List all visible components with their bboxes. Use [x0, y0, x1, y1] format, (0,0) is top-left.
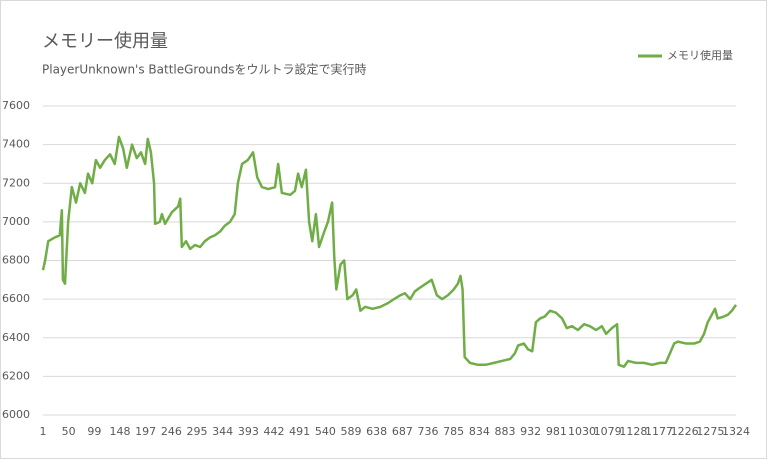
x-tick-label: 442 [264, 425, 285, 438]
x-tick-label: 1226 [671, 425, 699, 438]
x-tick-label: 1030 [568, 425, 596, 438]
x-tick-label: 540 [315, 425, 336, 438]
x-tick-label: 1079 [594, 425, 622, 438]
x-tick-label: 736 [418, 425, 439, 438]
x-tick-label: 1128 [619, 425, 647, 438]
y-tick-label: 7600 [2, 99, 30, 112]
x-tick-label: 393 [238, 425, 259, 438]
x-tick-label: 148 [110, 425, 131, 438]
x-tick-label: 687 [392, 425, 413, 438]
x-tick-label: 638 [366, 425, 387, 438]
x-tick-label: 344 [212, 425, 233, 438]
data-line [41, 135, 738, 368]
chart-subtitle: PlayerUnknown's BattleGroundsをウルトラ設定で実行時 [42, 62, 367, 77]
x-tick-label: 197 [135, 425, 156, 438]
legend-label: メモリ使用量 [667, 49, 733, 62]
y-tick-label: 7200 [2, 176, 30, 189]
x-tick-label: 785 [443, 425, 464, 438]
x-tick-label: 295 [187, 425, 208, 438]
y-tick-label: 7400 [2, 138, 30, 151]
x-tick-label: 50 [62, 425, 76, 438]
x-tick-label: 883 [495, 425, 516, 438]
x-tick-label: 1275 [696, 425, 724, 438]
x-tick-label: 981 [546, 425, 567, 438]
y-tick-label: 6800 [2, 254, 30, 267]
x-tick-label: 1324 [722, 425, 750, 438]
y-tick-label: 7000 [2, 215, 30, 228]
y-tick-label: 6200 [2, 369, 30, 382]
x-tick-label: 246 [161, 425, 182, 438]
y-tick-label: 6000 [2, 408, 30, 421]
x-tick-label: 99 [87, 425, 101, 438]
chart-title: メモリー使用量 [42, 31, 168, 52]
x-tick-label: 1 [40, 425, 47, 438]
x-tick-label: 932 [520, 425, 541, 438]
y-tick-label: 6600 [2, 292, 30, 305]
y-tick-label: 6400 [2, 331, 30, 344]
x-tick-label: 491 [289, 425, 310, 438]
x-tick-label: 834 [469, 425, 490, 438]
x-tick-label: 589 [341, 425, 362, 438]
x-tick-label: 1177 [645, 425, 673, 438]
